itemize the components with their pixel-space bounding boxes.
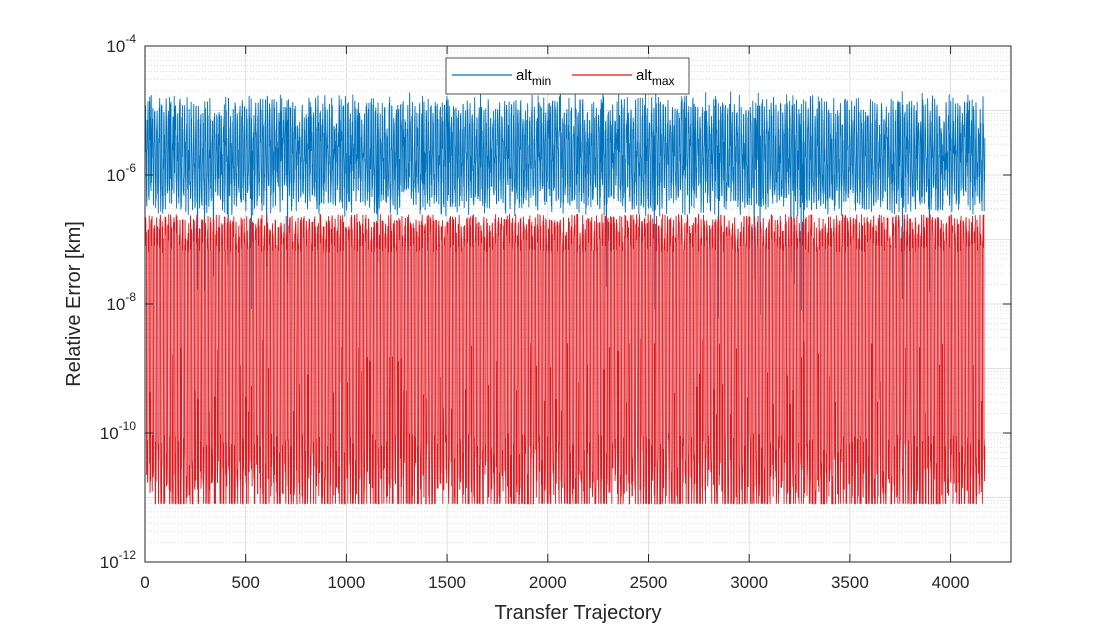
y-tick-base: 10	[100, 424, 119, 443]
x-tick-label: 1500	[428, 573, 466, 592]
y-tick-base: 10	[106, 295, 125, 314]
x-axis-label: Transfer Trajectory	[494, 602, 661, 624]
series-line-alt-min	[144, 91, 986, 322]
legend-entry-name: alt	[516, 67, 533, 84]
legend-entry-subscript: max	[652, 74, 675, 88]
legend-box	[445, 57, 690, 95]
x-tick-label: 2500	[630, 573, 668, 592]
x-tick-label: 0	[140, 573, 149, 592]
y-axis-label: Relative Error [km]	[63, 221, 85, 387]
y-tick-label: 10-8	[106, 290, 136, 314]
x-tick-label: 500	[232, 573, 260, 592]
series-layer	[144, 91, 986, 505]
y-tick-exponent: -12	[119, 548, 137, 562]
y-tick-exponent: -8	[125, 290, 136, 304]
x-tick-label: 4000	[932, 573, 970, 592]
y-tick-label: 10-12	[100, 548, 137, 572]
y-tick-exponent: -6	[125, 161, 136, 175]
y-tick-exponent: -10	[119, 419, 137, 433]
x-tick-label: 2000	[529, 573, 567, 592]
legend-entry-name: alt	[636, 67, 653, 84]
y-tick-label: 10-4	[106, 32, 136, 56]
legend-entry-subscript: min	[532, 74, 551, 88]
x-tick-label: 1000	[327, 573, 365, 592]
x-axis-ticks: 0 500 1000 1500 2000 2500 3000 3500 4000	[140, 46, 969, 592]
legend-entry: altmin	[516, 67, 551, 88]
y-tick-exponent: -4	[125, 32, 136, 46]
series-line-alt-max	[144, 213, 986, 505]
legend-entry: altmax	[636, 67, 675, 88]
y-tick-base: 10	[100, 553, 119, 572]
x-tick-label: 3500	[831, 573, 869, 592]
y-tick-label: 10-10	[100, 419, 137, 443]
y-tick-base: 10	[106, 37, 125, 56]
x-tick-label: 3000	[730, 573, 768, 592]
legend: altmin altmax	[445, 57, 690, 95]
y-tick-base: 10	[106, 166, 125, 185]
y-tick-label: 10-6	[106, 161, 136, 185]
